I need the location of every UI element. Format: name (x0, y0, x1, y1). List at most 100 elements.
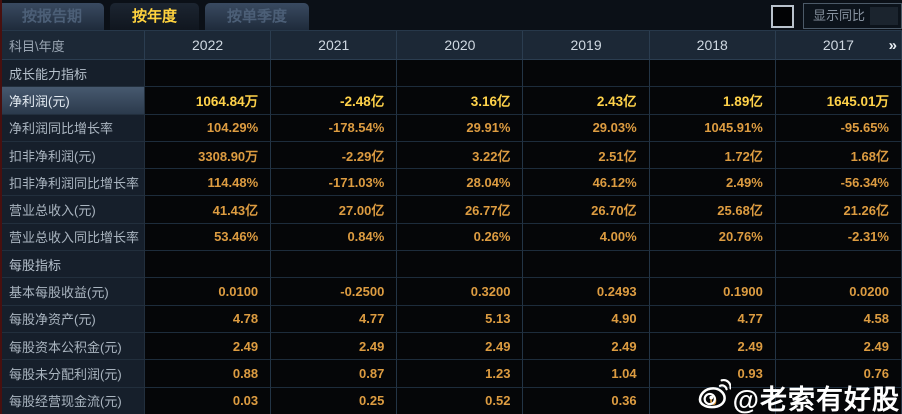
value-cell: 4.00% (523, 223, 650, 252)
row-label[interactable]: 扣非净利润同比增长率 (0, 169, 145, 197)
row-label: 每股指标 (0, 251, 145, 279)
value-cell: -56.34% (775, 169, 902, 197)
value-cell: 0.26% (397, 223, 524, 252)
show-yoy-control: 显示同比 (771, 3, 902, 29)
watermark: @老索有好股 (697, 378, 900, 414)
table-row[interactable]: 每股资本公积金(元) 2.49 2.49 2.49 2.49 2.49 2.49 (0, 332, 902, 361)
corner-header-label: 科目\年度 (0, 31, 145, 59)
left-edge-artifact (0, 0, 2, 414)
value-cell: 0.1900 (649, 278, 776, 306)
table-row[interactable]: 营业总收入(元) 41.43亿 27.00亿 26.77亿 26.70亿 25.68亿 21… (0, 196, 902, 224)
row-label[interactable]: 扣非净利润(元) (0, 141, 145, 170)
value-cell: 25.68亿 (649, 196, 776, 224)
value-cell: 0.52 (397, 387, 524, 414)
value-cell: 0.0200 (775, 278, 902, 306)
value-cell: 2.43亿 (523, 87, 650, 115)
value-cell: -2.29亿 (271, 141, 398, 170)
row-label: 成长能力指标 (0, 60, 145, 88)
financial-table: 科目\年度 2022 2021 2020 2019 2018 2017» 成长能力指标 净利润(… (0, 30, 902, 414)
show-yoy-checkbox[interactable] (771, 4, 794, 28)
value-cell: 2.49 (397, 332, 524, 361)
value-cell: 1.04 (523, 360, 650, 388)
table-row[interactable]: 每股经营现金流(元) 0.03 0.25 0.52 0.36 0 (0, 387, 902, 414)
value-cell: 20.76% (649, 223, 776, 252)
value-cell: 1645.01万 (775, 87, 902, 115)
value-cell: 0.03 (145, 387, 272, 414)
value-cell: -95.65% (775, 114, 902, 142)
row-label[interactable]: 每股经营现金流(元) (0, 387, 145, 414)
value-cell: -171.03% (271, 169, 398, 197)
value-cell: 1.68亿 (775, 141, 902, 170)
row-label[interactable]: 每股资本公积金(元) (0, 332, 145, 361)
value-cell (271, 60, 398, 88)
value-cell (145, 60, 272, 88)
value-cell: 1.23 (397, 360, 524, 388)
value-cell: 2.49% (649, 169, 776, 197)
value-cell: 3308.90万 (145, 141, 272, 170)
value-cell (649, 251, 776, 279)
more-years-icon[interactable]: » (888, 36, 897, 54)
table-row[interactable]: 营业总收入同比增长率 53.46% 0.84% 0.26% 4.00% 20.76% -2.… (0, 223, 902, 252)
value-cell: 2.49 (649, 332, 776, 361)
value-cell: 27.00亿 (271, 196, 398, 224)
value-cell: 0.76 (775, 360, 902, 388)
value-cell: -178.54% (271, 114, 398, 142)
year-header-2021: 2021 (271, 31, 398, 59)
value-cell: 0.93 (649, 360, 776, 388)
table-row[interactable]: 基本每股收益(元) 0.0100 -0.2500 0.3200 0.2493 0.1900… (0, 278, 902, 306)
table-row[interactable]: 每股未分配利润(元) 0.88 0.87 1.23 1.04 0.93 0.76 (0, 360, 902, 388)
value-cell: 1.89亿 (649, 87, 776, 115)
table-row[interactable]: 扣非净利润同比增长率 114.48% -171.03% 28.04% 46.12% 2.4… (0, 169, 902, 197)
value-cell: 2.49 (523, 332, 650, 361)
value-cell (523, 60, 650, 88)
value-cell (775, 60, 902, 88)
value-cell: 4.77 (271, 305, 398, 333)
row-label[interactable]: 营业总收入(元) (0, 196, 145, 224)
value-cell: 29.03% (523, 114, 650, 142)
value-cell (145, 251, 272, 279)
value-cell: 1.72亿 (649, 141, 776, 170)
value-cell: 0.3200 (397, 278, 524, 306)
year-header-2019: 2019 (523, 31, 650, 59)
value-cell: -2.31% (775, 223, 902, 252)
value-cell: 4.77 (649, 305, 776, 333)
value-cell: 104.29% (145, 114, 272, 142)
row-label[interactable]: 净利润(元) (0, 87, 145, 115)
row-label[interactable]: 净利润同比增长率 (0, 114, 145, 142)
value-cell: 0 (649, 387, 776, 414)
tab-by-quarter[interactable]: 按单季度 (205, 3, 310, 30)
value-cell: 0.88 (145, 360, 272, 388)
value-cell (649, 60, 776, 88)
value-cell: 26.70亿 (523, 196, 650, 224)
value-cell: 5.13 (397, 305, 524, 333)
show-yoy-label[interactable]: 显示同比 (803, 3, 902, 29)
row-label[interactable]: 基本每股收益(元) (0, 278, 145, 306)
row-label[interactable]: 营业总收入同比增长率 (0, 223, 145, 252)
row-label[interactable]: 每股净资产(元) (0, 305, 145, 333)
value-cell: 53.46% (145, 223, 272, 252)
table-row[interactable]: 每股净资产(元) 4.78 4.77 5.13 4.90 4.77 4.58 (0, 305, 902, 333)
value-cell: 46.12% (523, 169, 650, 197)
weibo-icon (697, 378, 732, 414)
tab-by-report-period[interactable]: 按报告期 (0, 3, 105, 30)
table-row[interactable]: 净利润同比增长率 104.29% -178.54% 29.91% 29.03% 1045.… (0, 114, 902, 142)
value-cell: 0.0100 (145, 278, 272, 306)
table-row[interactable]: 净利润(元) 1064.84万 -2.48亿 3.16亿 2.43亿 1.89亿 1645.… (0, 87, 902, 115)
value-cell: 0.87 (271, 360, 398, 388)
value-cell: 1045.91% (649, 114, 776, 142)
value-cell: 21.26亿 (775, 196, 902, 224)
value-cell: 26.77亿 (397, 196, 524, 224)
value-cell: 2.49 (145, 332, 272, 361)
value-cell: 3.16亿 (397, 87, 524, 115)
value-cell: 4.78 (145, 305, 272, 333)
tab-by-year[interactable]: 按年度 (110, 3, 200, 30)
year-header-2018: 2018 (650, 31, 776, 59)
value-cell: 114.48% (145, 169, 272, 197)
value-cell: 4.58 (775, 305, 902, 333)
value-cell (271, 251, 398, 279)
table-row[interactable]: 扣非净利润(元) 3308.90万 -2.29亿 3.22亿 2.51亿 1.72亿 1.6… (0, 141, 902, 170)
value-cell (397, 251, 524, 279)
period-tabbar: 按报告期 按年度 按单季度 显示同比 (0, 0, 902, 30)
row-label[interactable]: 每股未分配利润(元) (0, 360, 145, 388)
year-header-2020: 2020 (397, 31, 524, 59)
